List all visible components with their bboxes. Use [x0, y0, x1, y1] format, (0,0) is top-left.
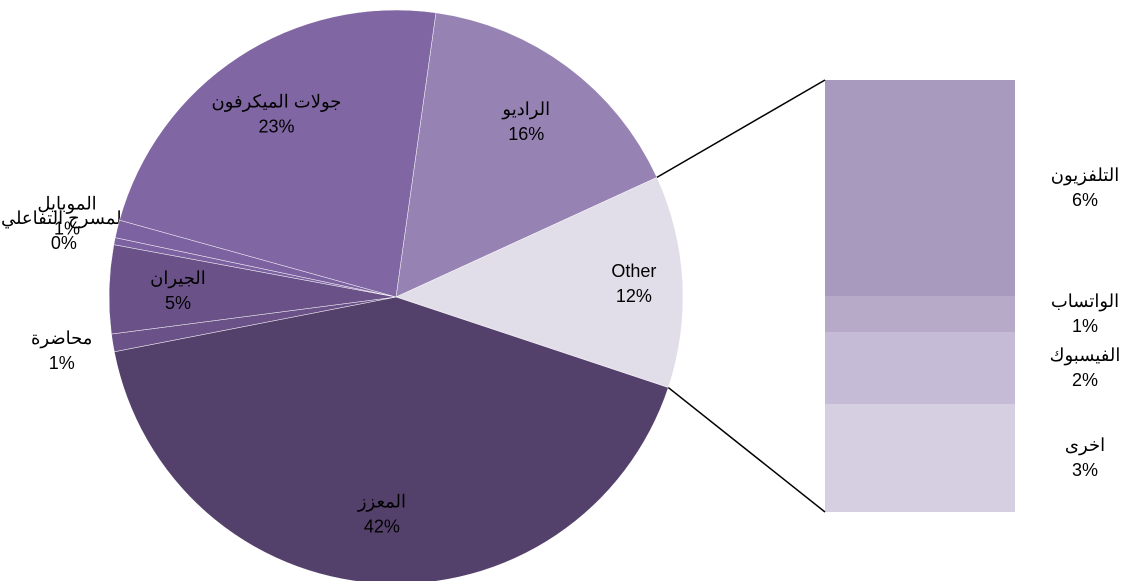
slice-label: محاضرة: [31, 328, 92, 349]
breakdown-bar: [825, 80, 1015, 296]
breakdown-bar: [825, 296, 1015, 332]
breakdown-value: 1%: [1072, 316, 1098, 336]
pie-slice: [395, 12, 658, 298]
breakdown-bar: [825, 332, 1015, 404]
breakdown-label: الواتساب: [1051, 291, 1119, 312]
breakdown-bar: [825, 404, 1015, 512]
slice-value: 16%: [508, 124, 544, 144]
slice-label: جولات الميكرفون: [211, 91, 341, 112]
slice-value: 23%: [258, 116, 294, 136]
pie-slice: [395, 177, 684, 388]
slice-label: الموبايل: [37, 193, 96, 214]
breakdown-value: 2%: [1072, 370, 1098, 390]
slice-value: 0%: [51, 233, 77, 253]
pie-slice: [119, 9, 437, 298]
slice-value: 1%: [49, 353, 75, 373]
connector-line: [667, 386, 826, 513]
pie-slice: [113, 296, 669, 581]
slice-value: 1%: [54, 218, 80, 238]
breakdown-value: 3%: [1072, 460, 1098, 480]
slice-label: Other: [611, 261, 656, 281]
connector-line: [656, 79, 826, 179]
slice-value: 42%: [364, 516, 400, 536]
breakdown-label: الفيسبوك: [1050, 345, 1121, 366]
breakdown-label: التلفزيون: [1051, 165, 1119, 186]
slice-value: 5%: [165, 293, 191, 313]
breakdown-label: اخرى: [1065, 435, 1105, 456]
slice-label: الجيران: [150, 268, 206, 289]
slice-label: الراديو: [501, 99, 550, 120]
slice-label: المسرح التفاعلي: [1, 208, 127, 229]
slice-value: 12%: [616, 286, 652, 306]
slice-label: المعزز: [357, 491, 406, 512]
breakdown-value: 6%: [1072, 190, 1098, 210]
